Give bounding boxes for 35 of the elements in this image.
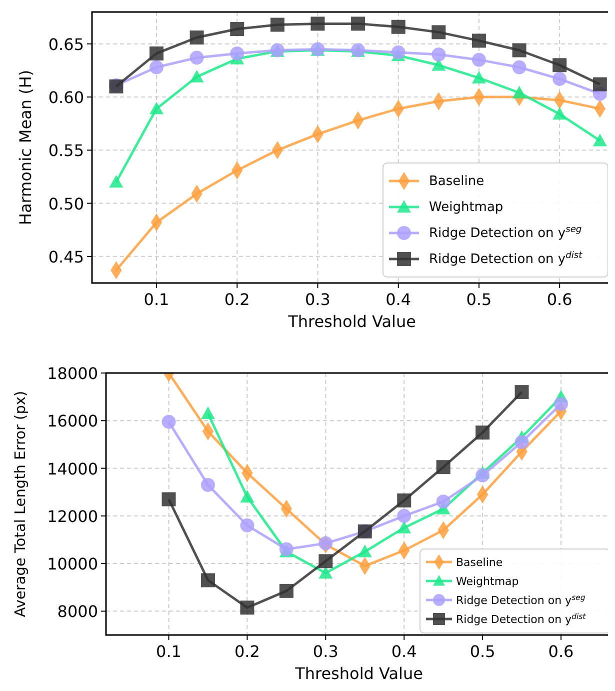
y-tick-label: 0.65 — [48, 34, 84, 54]
y-axis-title: Average Total Length Error (px) — [13, 390, 29, 618]
y-tick-label: 0.50 — [48, 194, 84, 214]
x-tick-label: 0.2 — [234, 642, 260, 661]
x-tick-label: 0.2 — [224, 290, 250, 309]
y-tick-label: 18000 — [47, 364, 98, 383]
legend-label: Weightmap — [429, 200, 504, 215]
legend-label: Ridge Detection on y$^{dist}$ — [429, 251, 583, 267]
y-tick-label: 12000 — [47, 506, 98, 526]
x-tick-label: 0.3 — [305, 290, 330, 309]
y-axis-title: Harmonic Mean (H) — [16, 70, 35, 226]
x-tick-label: 0.1 — [144, 290, 170, 309]
y-tick-label: 14000 — [47, 459, 98, 478]
x-tick-label: 0.1 — [156, 642, 182, 661]
x-tick-label: 0.5 — [470, 642, 496, 661]
y-tick-label: 10000 — [47, 554, 98, 574]
x-tick-label: 0.5 — [466, 290, 492, 309]
legend-label: Ridge Detection on y$^{dist}$ — [456, 612, 587, 626]
x-tick-label: 0.6 — [546, 290, 572, 309]
legend-label: Baseline — [429, 174, 484, 189]
y-tick-label: 0.55 — [48, 141, 84, 160]
x-tick-label: 0.4 — [391, 642, 417, 661]
y-tick-label: 8000 — [57, 602, 98, 622]
legend-label: Baseline — [456, 556, 503, 569]
y-tick-label: 16000 — [47, 412, 98, 431]
x-axis-title: Threshold Value — [294, 664, 423, 683]
y-tick-label: 0.45 — [48, 247, 84, 266]
y-tick-label: 0.60 — [48, 88, 84, 108]
x-axis-title: Threshold Value — [287, 312, 416, 331]
x-tick-label: 0.4 — [386, 290, 412, 309]
legend-label: Ridge Detection on y$^{seg}$ — [429, 225, 582, 241]
legend-label: Ridge Detection on y$^{seg}$ — [456, 592, 586, 607]
x-tick-label: 0.6 — [548, 642, 574, 661]
x-tick-label: 0.3 — [312, 642, 338, 661]
legend-label: Weightmap — [456, 575, 519, 588]
